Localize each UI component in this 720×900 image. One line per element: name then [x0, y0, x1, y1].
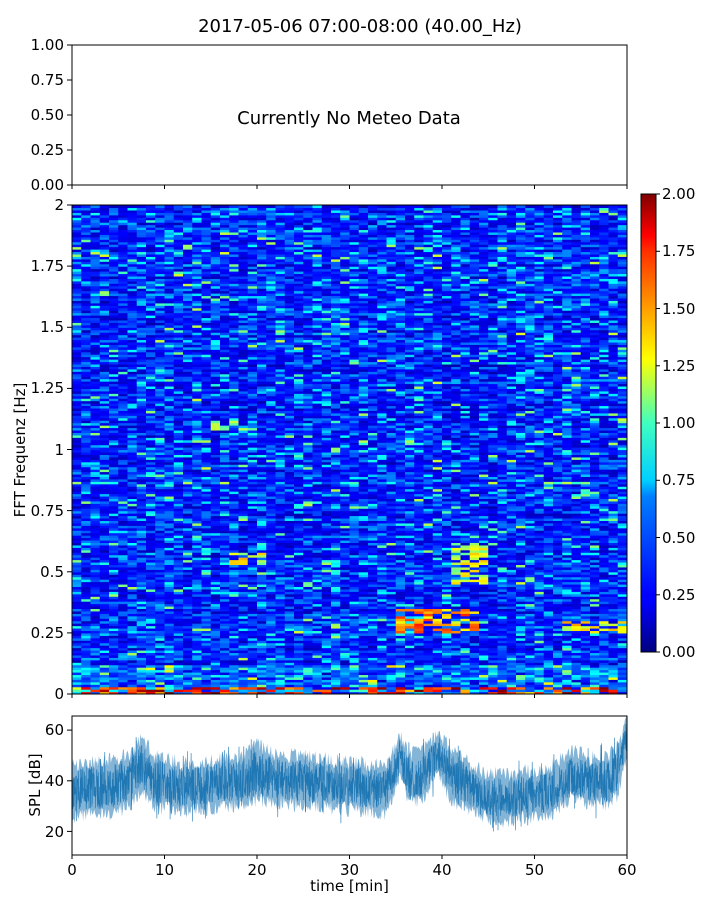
meteo-no-data-message: Currently No Meteo Data — [237, 108, 461, 129]
spectrogram-panel: 0 0.25 0.5 0.75 1 1.25 1.5 1.75 2 FFT Fr… — [11, 196, 628, 703]
meteo-ytick-label: 0.25 — [31, 141, 64, 159]
meteo-panel: 0.00 0.25 0.50 0.75 1.00 Currently No Me… — [31, 36, 627, 194]
meteo-y-axis: 0.00 0.25 0.50 0.75 1.00 — [31, 36, 72, 194]
spectrogram-heatmap — [72, 205, 628, 695]
meteo-ytick-label: 0.50 — [31, 106, 64, 124]
meteo-ytick-label: 0.00 — [31, 176, 64, 194]
meteo-ytick-label: 1.00 — [31, 36, 64, 54]
meteo-ytick-label: 0.75 — [31, 71, 64, 89]
figure-title: 2017-05-06 07:00-08:00 (40.00_Hz) — [198, 16, 522, 37]
meteo-x-ticks — [72, 185, 627, 189]
